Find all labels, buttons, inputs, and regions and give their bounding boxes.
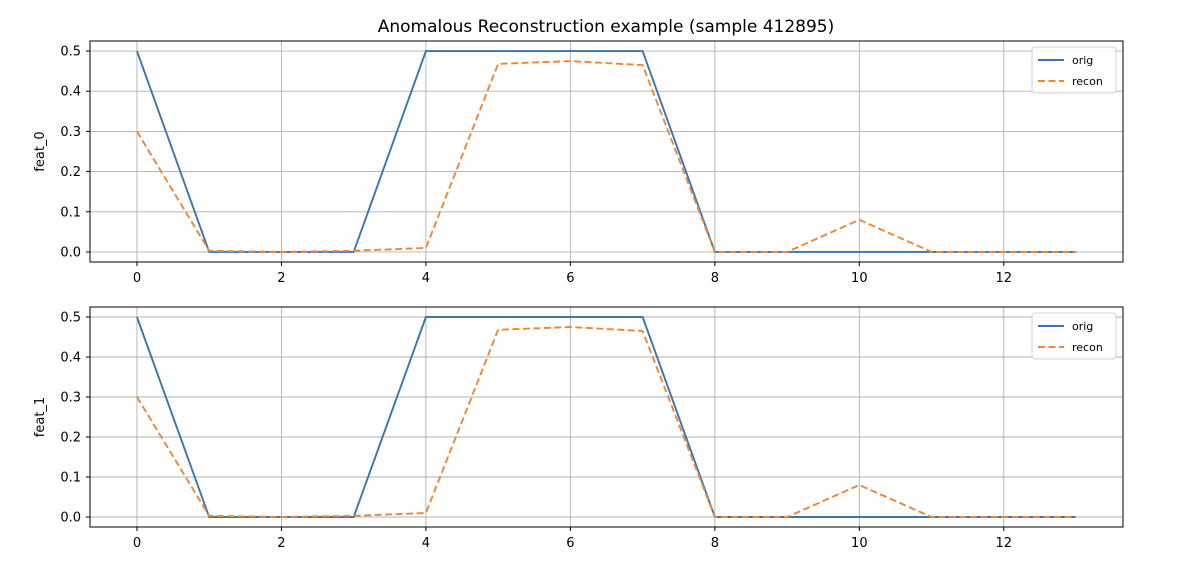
series-line-orig <box>136 316 1077 518</box>
x-tick-label: 0 <box>133 271 141 286</box>
y-tick-label: 0.2 <box>60 165 81 180</box>
series-line-recon <box>136 326 1077 518</box>
grid <box>90 307 1123 527</box>
chart-title: Anomalous Reconstruction example (sample… <box>378 17 835 37</box>
x-tick-label: 4 <box>422 271 430 286</box>
x-tick-label: 2 <box>277 271 285 286</box>
y-tick-label: 0.4 <box>60 351 81 366</box>
x-tick-label: 12 <box>996 536 1013 551</box>
y-tick-label: 0.5 <box>60 45 81 60</box>
y-tick-label: 0.1 <box>60 471 81 486</box>
grid <box>90 41 1123 262</box>
series-line-orig <box>136 50 1077 253</box>
x-tick-label: 10 <box>851 271 868 286</box>
y-tick-label: 0.0 <box>60 511 81 526</box>
series-line-recon <box>136 60 1077 253</box>
axes-frame <box>89 40 1124 263</box>
x-tick-label: 0 <box>133 536 141 551</box>
legend: orig recon <box>1031 46 1117 94</box>
y-tick-label: 0.5 <box>60 311 81 326</box>
x-tick-label: 4 <box>422 536 430 551</box>
subplot-1: 0 2 4 6 8 10 12 0.0 0.1 0.2 0.3 0.4 0.5 feat_1 orig rec… <box>33 306 1124 551</box>
subplot-0: 0 2 4 6 8 10 12 0.0 0.1 0.2 0.3 0.4 0.5 feat_0 orig rec… <box>33 40 1124 286</box>
legend-label-recon: recon <box>1072 341 1103 354</box>
y-tick-label: 0.1 <box>60 205 81 220</box>
y-axis-label: feat_1 <box>33 397 48 437</box>
x-tick-label: 10 <box>851 536 868 551</box>
legend: orig recon <box>1031 312 1117 360</box>
y-tick-label: 0.3 <box>60 125 81 140</box>
x-tick-label: 6 <box>566 536 574 551</box>
y-axis-label: feat_0 <box>33 131 48 171</box>
x-tick-label: 2 <box>277 536 285 551</box>
legend-label-orig: orig <box>1072 54 1093 67</box>
subplots: 0 2 4 6 8 10 120.00.10.20.30.40.5feat_0origrec… <box>33 40 1124 551</box>
x-tick-label: 8 <box>711 536 719 551</box>
legend-label-orig: orig <box>1072 320 1093 333</box>
x-tick-label: 12 <box>996 271 1013 286</box>
axes-frame <box>89 306 1124 528</box>
x-tick-label: 8 <box>711 271 719 286</box>
legend-label-recon: recon <box>1072 75 1103 88</box>
y-tick-label: 0.4 <box>60 85 81 100</box>
y-tick-label: 0.2 <box>60 431 81 446</box>
y-tick-label: 0.0 <box>60 245 81 260</box>
y-tick-label: 0.3 <box>60 391 81 406</box>
x-tick-label: 6 <box>566 271 574 286</box>
